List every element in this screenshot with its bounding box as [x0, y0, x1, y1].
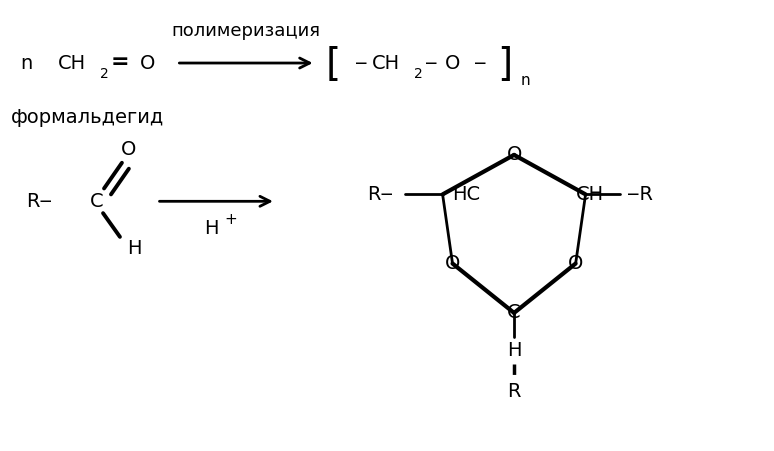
- Text: 2: 2: [100, 67, 109, 81]
- Text: CH: CH: [57, 54, 85, 73]
- Text: R‒: R‒: [26, 192, 53, 211]
- Text: ‒: ‒: [425, 54, 437, 73]
- Text: O: O: [506, 145, 522, 164]
- Text: 2: 2: [414, 67, 423, 81]
- Text: ‒R: ‒R: [627, 185, 653, 204]
- Text: CH: CH: [372, 54, 400, 73]
- Text: O: O: [444, 54, 460, 73]
- Text: HC: HC: [453, 185, 481, 204]
- Text: H: H: [507, 341, 522, 360]
- Text: R‒: R‒: [367, 185, 393, 204]
- Text: ‒: ‒: [474, 54, 487, 73]
- Text: O: O: [122, 140, 136, 160]
- Text: формальдегид: формальдегид: [11, 108, 164, 127]
- Text: C: C: [507, 304, 521, 322]
- Text: =: =: [111, 52, 129, 72]
- Text: CH: CH: [576, 185, 604, 204]
- Text: +: +: [224, 212, 238, 226]
- Text: C: C: [91, 192, 104, 211]
- Text: O: O: [140, 54, 155, 73]
- Text: полимеризация: полимеризация: [172, 23, 320, 41]
- Text: O: O: [445, 254, 461, 273]
- Text: ‒: ‒: [355, 54, 368, 73]
- Text: n: n: [21, 54, 33, 73]
- Text: ]: ]: [497, 46, 512, 84]
- Text: H: H: [127, 239, 142, 258]
- Text: [: [: [325, 46, 341, 84]
- Text: O: O: [568, 254, 584, 273]
- Text: n: n: [521, 74, 531, 88]
- Text: H: H: [204, 220, 218, 239]
- Text: R: R: [507, 382, 521, 401]
